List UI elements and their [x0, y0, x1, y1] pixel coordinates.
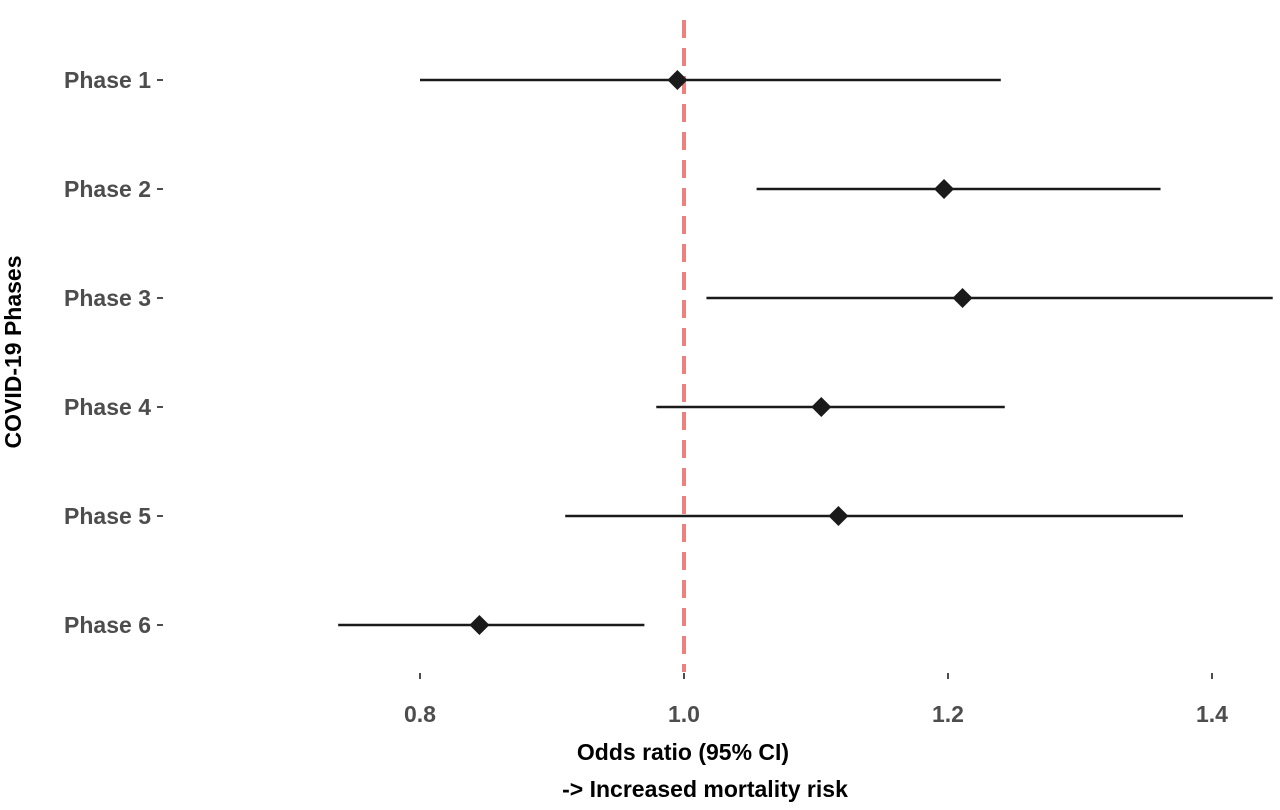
y-tick-label-2: Phase 2: [64, 176, 151, 202]
x-tick-label-4: 1.4: [1196, 701, 1228, 727]
estimate-marker-1: [667, 70, 688, 90]
estimate-marker-2: [934, 179, 955, 199]
y-tick-label-4: Phase 4: [64, 394, 151, 420]
x-axis-title-line-1: Odds ratio (95% CI): [577, 739, 789, 765]
x-tick-label-3: 1.2: [932, 701, 964, 727]
estimate-marker-4: [811, 397, 832, 417]
confidence-intervals: [338, 78, 1273, 627]
y-axis-title: COVID-19 Phases: [0, 255, 26, 448]
y-tick-label-6: Phase 6: [64, 612, 151, 638]
y-tick-label-1: Phase 1: [64, 67, 151, 93]
x-tick-label-1: 0.8: [404, 701, 436, 727]
y-axis-ticks: Phase 1 Phase 2 Phase 3 Phase 4 Phase 5 Phase…: [64, 67, 163, 638]
y-tick-label-3: Phase 3: [64, 285, 151, 311]
estimate-marker-6: [469, 615, 490, 635]
point-estimates: [469, 70, 973, 635]
y-tick-label-5: Phase 5: [64, 503, 151, 529]
estimate-marker-5: [828, 506, 849, 526]
x-tick-label-2: 1.0: [668, 701, 700, 727]
x-axis-title-line-2: -> Increased mortality risk: [562, 776, 848, 802]
x-axis-ticks: 0.8 1.0 1.2 1.4: [404, 673, 1228, 727]
estimate-marker-3: [952, 288, 973, 308]
